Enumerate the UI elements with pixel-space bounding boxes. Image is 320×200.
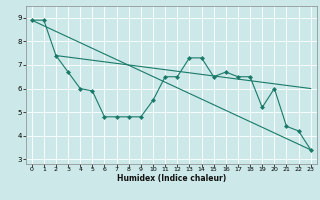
X-axis label: Humidex (Indice chaleur): Humidex (Indice chaleur) [116,174,226,183]
